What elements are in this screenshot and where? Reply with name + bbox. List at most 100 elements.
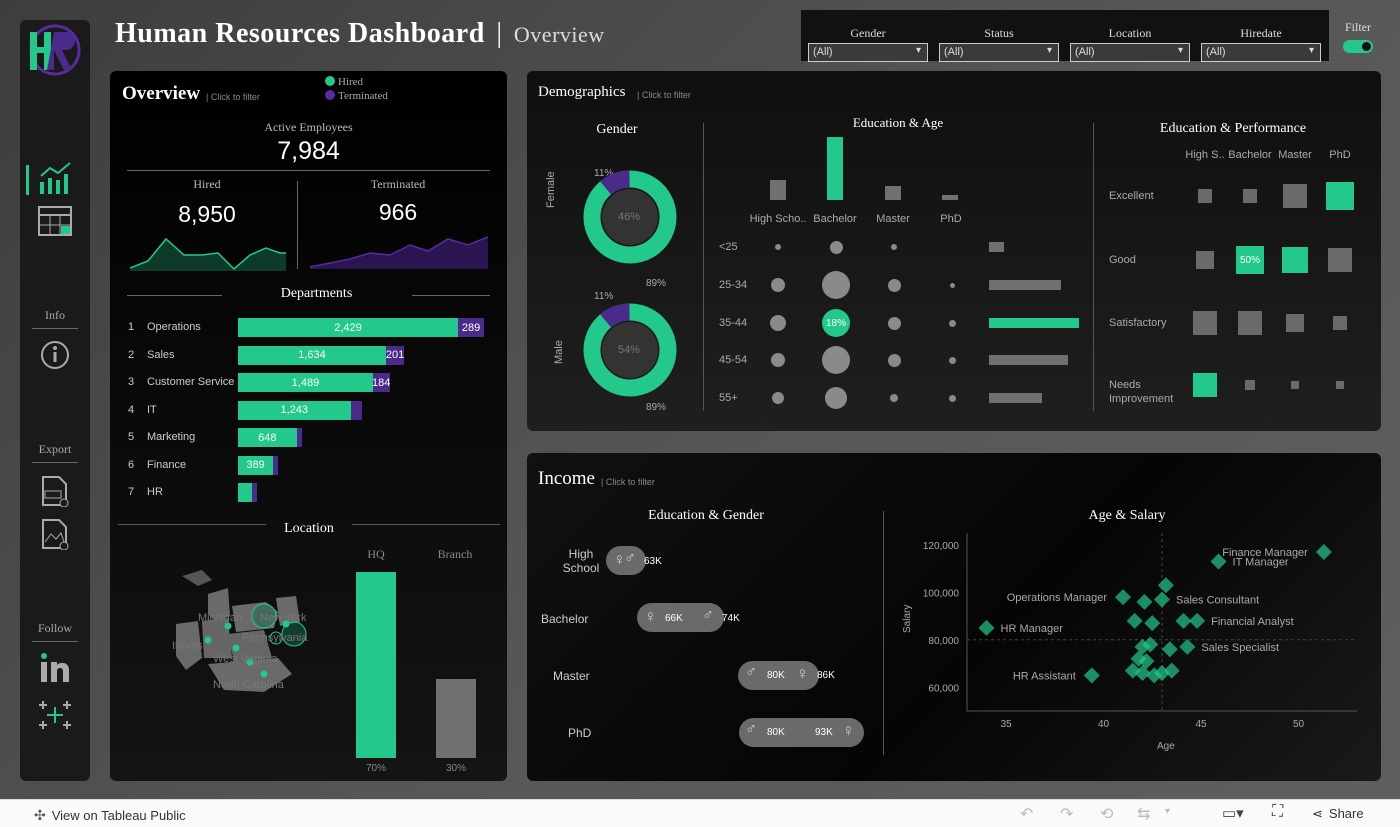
revert-icon[interactable]: ⟲ [1100, 806, 1114, 823]
edu-bar-master[interactable] [885, 186, 901, 200]
scatter-point[interactable] [1083, 667, 1100, 684]
perf-cell[interactable] [1238, 311, 1262, 335]
legend-hired[interactable]: Hired [325, 76, 363, 88]
age-edu-bubble[interactable] [775, 244, 781, 250]
education-performance-matrix[interactable]: High S.. Bachelor Master PhD Excellent Good 50… [527, 71, 1381, 431]
scatter-point[interactable] [1144, 615, 1161, 632]
scatter-point[interactable] [1126, 612, 1143, 629]
edu-bar-bachelor[interactable] [827, 137, 843, 200]
age-edu-bubble[interactable] [825, 387, 847, 409]
perf-cell[interactable] [1245, 380, 1255, 390]
age-edu-bubble[interactable] [822, 271, 850, 299]
refresh-icon[interactable]: ⇆ [1137, 806, 1151, 823]
fullscreen-icon[interactable]: ⛶ [1272, 803, 1284, 820]
scatter-point[interactable] [1157, 577, 1174, 594]
age-edu-bubble[interactable] [891, 244, 897, 250]
high-school-income-pill[interactable] [606, 546, 646, 575]
age-edu-bubble[interactable] [890, 394, 898, 402]
age-edu-bubble[interactable] [822, 346, 850, 374]
pause-dropdown-icon[interactable]: ▾ [1165, 806, 1171, 817]
scatter-point[interactable] [1175, 612, 1192, 629]
perf-cell[interactable] [1282, 247, 1308, 273]
age-edu-bubble[interactable] [887, 316, 901, 330]
education-age-matrix[interactable]: <25 25-34 35-44 18% 45-54 55+ [527, 71, 1087, 431]
scatter-point[interactable] [1136, 593, 1153, 610]
overview-chart-icon[interactable] [38, 160, 74, 201]
perf-cell[interactable] [1243, 189, 1257, 203]
perf-cell[interactable] [1193, 373, 1217, 397]
hiredate-filter-select[interactable]: (All) [1201, 43, 1321, 62]
age-edu-bubble[interactable] [948, 394, 956, 402]
scatter-point[interactable] [1134, 665, 1151, 682]
scatter-point[interactable] [1210, 553, 1227, 570]
edu-bar-phd[interactable] [942, 195, 958, 200]
dept-terminated-bar[interactable] [350, 400, 363, 420]
scatter-point[interactable] [1154, 591, 1170, 608]
age-total-bar[interactable] [989, 280, 1061, 290]
dept-terminated-bar[interactable] [273, 455, 279, 475]
view-on-tableau-link[interactable]: ✣ View on Tableau Public [34, 807, 186, 824]
age-edu-bubble[interactable] [948, 319, 956, 327]
dept-hired-bar[interactable]: 1,243 [238, 400, 351, 420]
tableau-icon[interactable] [38, 698, 72, 737]
scatter-point[interactable] [1161, 641, 1178, 658]
age-edu-bubble[interactable] [771, 353, 785, 367]
dept-terminated-bar[interactable] [251, 483, 257, 502]
age-edu-bubble[interactable] [829, 240, 843, 254]
calendar-table-icon[interactable] [38, 206, 72, 241]
dept-hired-bar[interactable]: 648 [238, 428, 297, 447]
age-edu-bubble[interactable] [887, 278, 901, 292]
perf-cell[interactable] [1193, 311, 1217, 335]
dept-terminated-bar[interactable]: 289 [458, 318, 485, 337]
age-edu-bubble[interactable] [887, 353, 901, 367]
scatter-point[interactable] [1163, 662, 1180, 679]
gender-filter-select[interactable]: (All) [808, 43, 928, 62]
undo-icon[interactable]: ↶ [1020, 806, 1034, 823]
female-donut[interactable] [582, 169, 678, 265]
phd-income-pill[interactable] [739, 718, 864, 747]
branch-bar[interactable] [436, 679, 476, 758]
hq-bar[interactable] [356, 572, 396, 758]
location-filter-select[interactable]: (All) [1070, 43, 1190, 62]
hired-sparkline[interactable] [130, 231, 286, 271]
perf-cell[interactable] [1196, 251, 1214, 269]
dept-hired-bar[interactable]: 389 [238, 455, 274, 475]
age-edu-bubble[interactable] [948, 356, 956, 364]
perf-cell[interactable] [1291, 381, 1299, 389]
scatter-point[interactable] [1315, 543, 1332, 560]
dept-hired-bar[interactable] [238, 483, 252, 502]
perf-cell[interactable] [1336, 381, 1344, 389]
legend-terminated[interactable]: Terminated [325, 90, 388, 102]
dept-terminated-bar[interactable]: 184 [372, 373, 390, 392]
dept-hired-bar[interactable]: 2,429 [238, 318, 458, 337]
status-filter-select[interactable]: (All) [939, 43, 1059, 62]
male-donut[interactable] [582, 302, 678, 398]
scatter-point[interactable] [1189, 612, 1206, 629]
terminated-sparkline[interactable] [310, 227, 488, 269]
age-salary-scatter[interactable]: 120,000 100,000 80,000 60,000 35 40 45 50 Financ… [917, 528, 1367, 738]
perf-cell[interactable] [1286, 314, 1304, 332]
age-total-bar[interactable] [989, 242, 1004, 252]
dept-terminated-bar[interactable]: 201 [386, 345, 404, 365]
comment-icon[interactable]: ▭▾ [1222, 805, 1244, 822]
age-edu-bubble[interactable] [771, 278, 785, 292]
age-total-bar[interactable] [989, 355, 1068, 365]
edu-bar-high-school[interactable] [770, 180, 786, 200]
info-icon[interactable] [40, 340, 70, 375]
perf-cell[interactable] [1328, 248, 1352, 272]
age-edu-bubble[interactable] [770, 315, 786, 331]
age-edu-bubble[interactable] [772, 392, 784, 404]
master-income-pill[interactable] [738, 661, 819, 690]
age-total-bar[interactable] [989, 318, 1079, 328]
dept-hired-bar[interactable]: 1,634 [238, 345, 386, 365]
redo-icon[interactable]: ↷ [1060, 806, 1074, 823]
age-total-bar[interactable] [989, 393, 1042, 403]
scatter-point[interactable] [1142, 636, 1159, 653]
perf-cell[interactable]: 50% [1236, 246, 1264, 274]
dept-hired-bar[interactable]: 1,489 [238, 373, 373, 392]
perf-cell[interactable] [1333, 316, 1347, 330]
location-map[interactable] [168, 566, 318, 701]
dept-terminated-bar[interactable] [296, 428, 303, 447]
scatter-point[interactable] [978, 619, 995, 636]
perf-cell[interactable] [1198, 189, 1212, 203]
